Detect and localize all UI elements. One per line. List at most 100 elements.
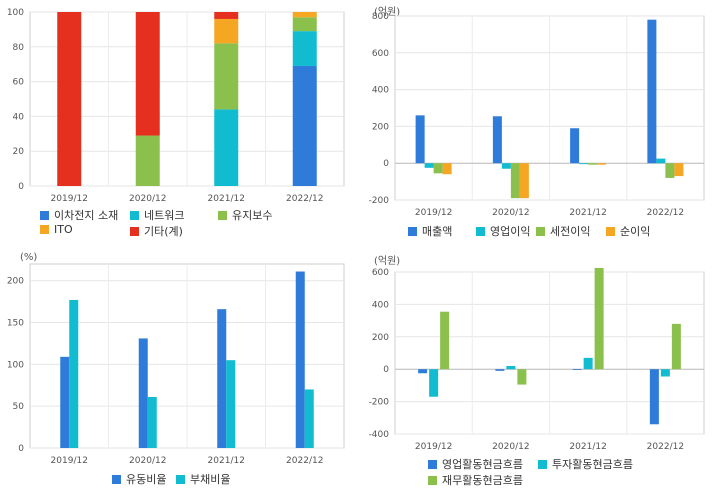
- x-tick-label: 2020/12: [492, 442, 529, 452]
- legend-label: 순이익: [620, 225, 651, 238]
- bar-영업이익: [656, 158, 666, 164]
- bar-순이익: [674, 163, 684, 177]
- legend-swatch: [606, 226, 615, 236]
- bar-순이익: [597, 163, 607, 165]
- legend-item: 이차전지 소재: [40, 207, 118, 223]
- legend-label: 재무활동현금흐름: [442, 474, 523, 487]
- bar-투자활동현금흐름: [660, 369, 670, 377]
- y-tick-label: 0: [383, 365, 389, 375]
- y-tick-label: 60: [13, 78, 25, 88]
- x-tick-label: 2022/12: [286, 456, 323, 466]
- y-tick-label: 20: [13, 147, 25, 157]
- bar-유동비율: [295, 271, 305, 448]
- legend-swatch: [428, 475, 437, 485]
- y-tick-label: 100: [7, 360, 24, 370]
- y-tick-label: 80: [13, 43, 25, 53]
- bar-영업활동현금흐름: [572, 369, 582, 371]
- bar-순이익: [519, 163, 529, 199]
- bar-유지보수: [214, 43, 239, 110]
- ratio-chart: (%) 0 50 100 150 200 2019/12 2020/12 2021/12 202…: [0, 248, 360, 496]
- y-tick-label: -200: [369, 398, 390, 408]
- legend: 이차전지 소재 네트워크 유지보수 ITO 기타(계): [0, 0, 360, 248]
- bar-부채비율: [226, 360, 236, 448]
- y-tick-label: 0: [383, 159, 389, 169]
- legend-label: ITO: [54, 223, 73, 236]
- legend-label: 유지보수: [232, 209, 273, 222]
- y-tick-label: 200: [372, 333, 389, 343]
- x-tick-label: 2021/12: [569, 442, 606, 452]
- bar-기타(계): [135, 12, 160, 136]
- bar-ITO: [214, 18, 239, 44]
- x-tick-label: 2020/12: [492, 208, 529, 218]
- stacked-revenue-mix-chart: 0 20 40 60 80 100 2019/12 2020/12 2021/12 2022/12…: [0, 0, 360, 248]
- legend-item: 재무활동현금흐름: [428, 472, 523, 488]
- bar-기타(계): [214, 12, 239, 19]
- bar-영업이익: [501, 163, 511, 169]
- x-tick-label: 2022/12: [647, 208, 684, 218]
- bar-세전이익: [510, 163, 520, 199]
- legend-label: 매출액: [422, 225, 453, 238]
- x-tick-label: 2021/12: [569, 208, 606, 218]
- legend-item: 부채비율: [176, 471, 230, 487]
- bar-매출액: [415, 115, 425, 164]
- bar-세전이익: [588, 163, 598, 165]
- bar-매출액: [492, 116, 502, 164]
- income-statement-chart: (억원) -200 0 200 400 600 800 2019/12 2020/12 2021…: [360, 0, 720, 248]
- y-unit-label: (억원): [374, 256, 401, 267]
- legend-swatch: [538, 459, 547, 469]
- legend-item: 기타(계): [130, 223, 183, 239]
- bar-부채비율: [304, 389, 314, 448]
- legend-label: 유동비율: [126, 473, 167, 486]
- legend-item: 세전이익: [536, 223, 590, 239]
- legend-swatch: [176, 474, 185, 484]
- legend-item: ITO: [40, 223, 73, 236]
- bar-투자활동현금흐름: [506, 365, 516, 370]
- bar-유동비율: [60, 356, 70, 448]
- bar-재무활동현금흐름: [517, 369, 527, 385]
- legend-item: 순이익: [606, 223, 650, 239]
- bar-영업이익: [579, 163, 589, 165]
- y-tick-label: 40: [13, 112, 25, 122]
- bar-매출액: [647, 19, 657, 164]
- bar-영업활동현금흐름: [495, 369, 505, 371]
- legend-item: 영업활동현금흐름: [428, 456, 523, 472]
- bar-세전이익: [433, 163, 443, 174]
- y-tick-label: 600: [372, 49, 389, 59]
- legend-swatch: [428, 459, 437, 469]
- x-tick-label: 2019/12: [415, 208, 452, 218]
- y-tick-label: -400: [369, 430, 390, 440]
- legend-item: 영업이익: [476, 223, 530, 239]
- legend-swatch: [476, 226, 485, 236]
- bar-투자활동현금흐름: [583, 357, 593, 370]
- x-tick-label: 2020/12: [129, 194, 166, 204]
- bar-매출액: [570, 128, 580, 164]
- legend-item: 네트워크: [130, 207, 184, 223]
- y-tick-label: -200: [369, 196, 390, 206]
- bar-부채비율: [69, 299, 79, 448]
- legend-item: 투자활동현금흐름: [538, 456, 633, 472]
- y-tick-label: 50: [13, 402, 25, 412]
- cash-flow-plot: -400 -200 0 200 400 600 2019/12 2020/12 2021/12 2…: [369, 267, 705, 452]
- x-tick-label: 2021/12: [208, 194, 245, 204]
- bar-영업활동현금흐름: [418, 369, 428, 374]
- y-tick-label: 100: [7, 8, 24, 18]
- x-tick-label: 2022/12: [286, 194, 323, 204]
- bar-네트워크: [292, 31, 317, 66]
- legend: 유동비율 부채비율: [0, 248, 360, 496]
- legend-swatch: [40, 225, 49, 234]
- bar-부채비율: [147, 396, 157, 448]
- legend-label: 이차전지 소재: [54, 209, 119, 222]
- y-tick-label: 200: [372, 122, 389, 132]
- bar-기타(계): [57, 12, 82, 186]
- legend-swatch: [130, 210, 139, 220]
- income-statement-plot: -200 0 200 400 600 800 2019/12 2020/12 2021/12 20…: [369, 12, 705, 218]
- x-tick-label: 2021/12: [208, 456, 245, 466]
- legend-label: 부채비율: [190, 473, 231, 486]
- x-tick-label: 2019/12: [51, 194, 88, 204]
- legend: 매출액 영업이익 세전이익 순이익: [360, 0, 720, 248]
- y-unit-label: (억원): [374, 7, 401, 18]
- legend-label: 기타(계): [144, 225, 183, 238]
- y-unit-label: (%): [20, 252, 38, 263]
- x-tick-label: 2022/12: [647, 442, 684, 452]
